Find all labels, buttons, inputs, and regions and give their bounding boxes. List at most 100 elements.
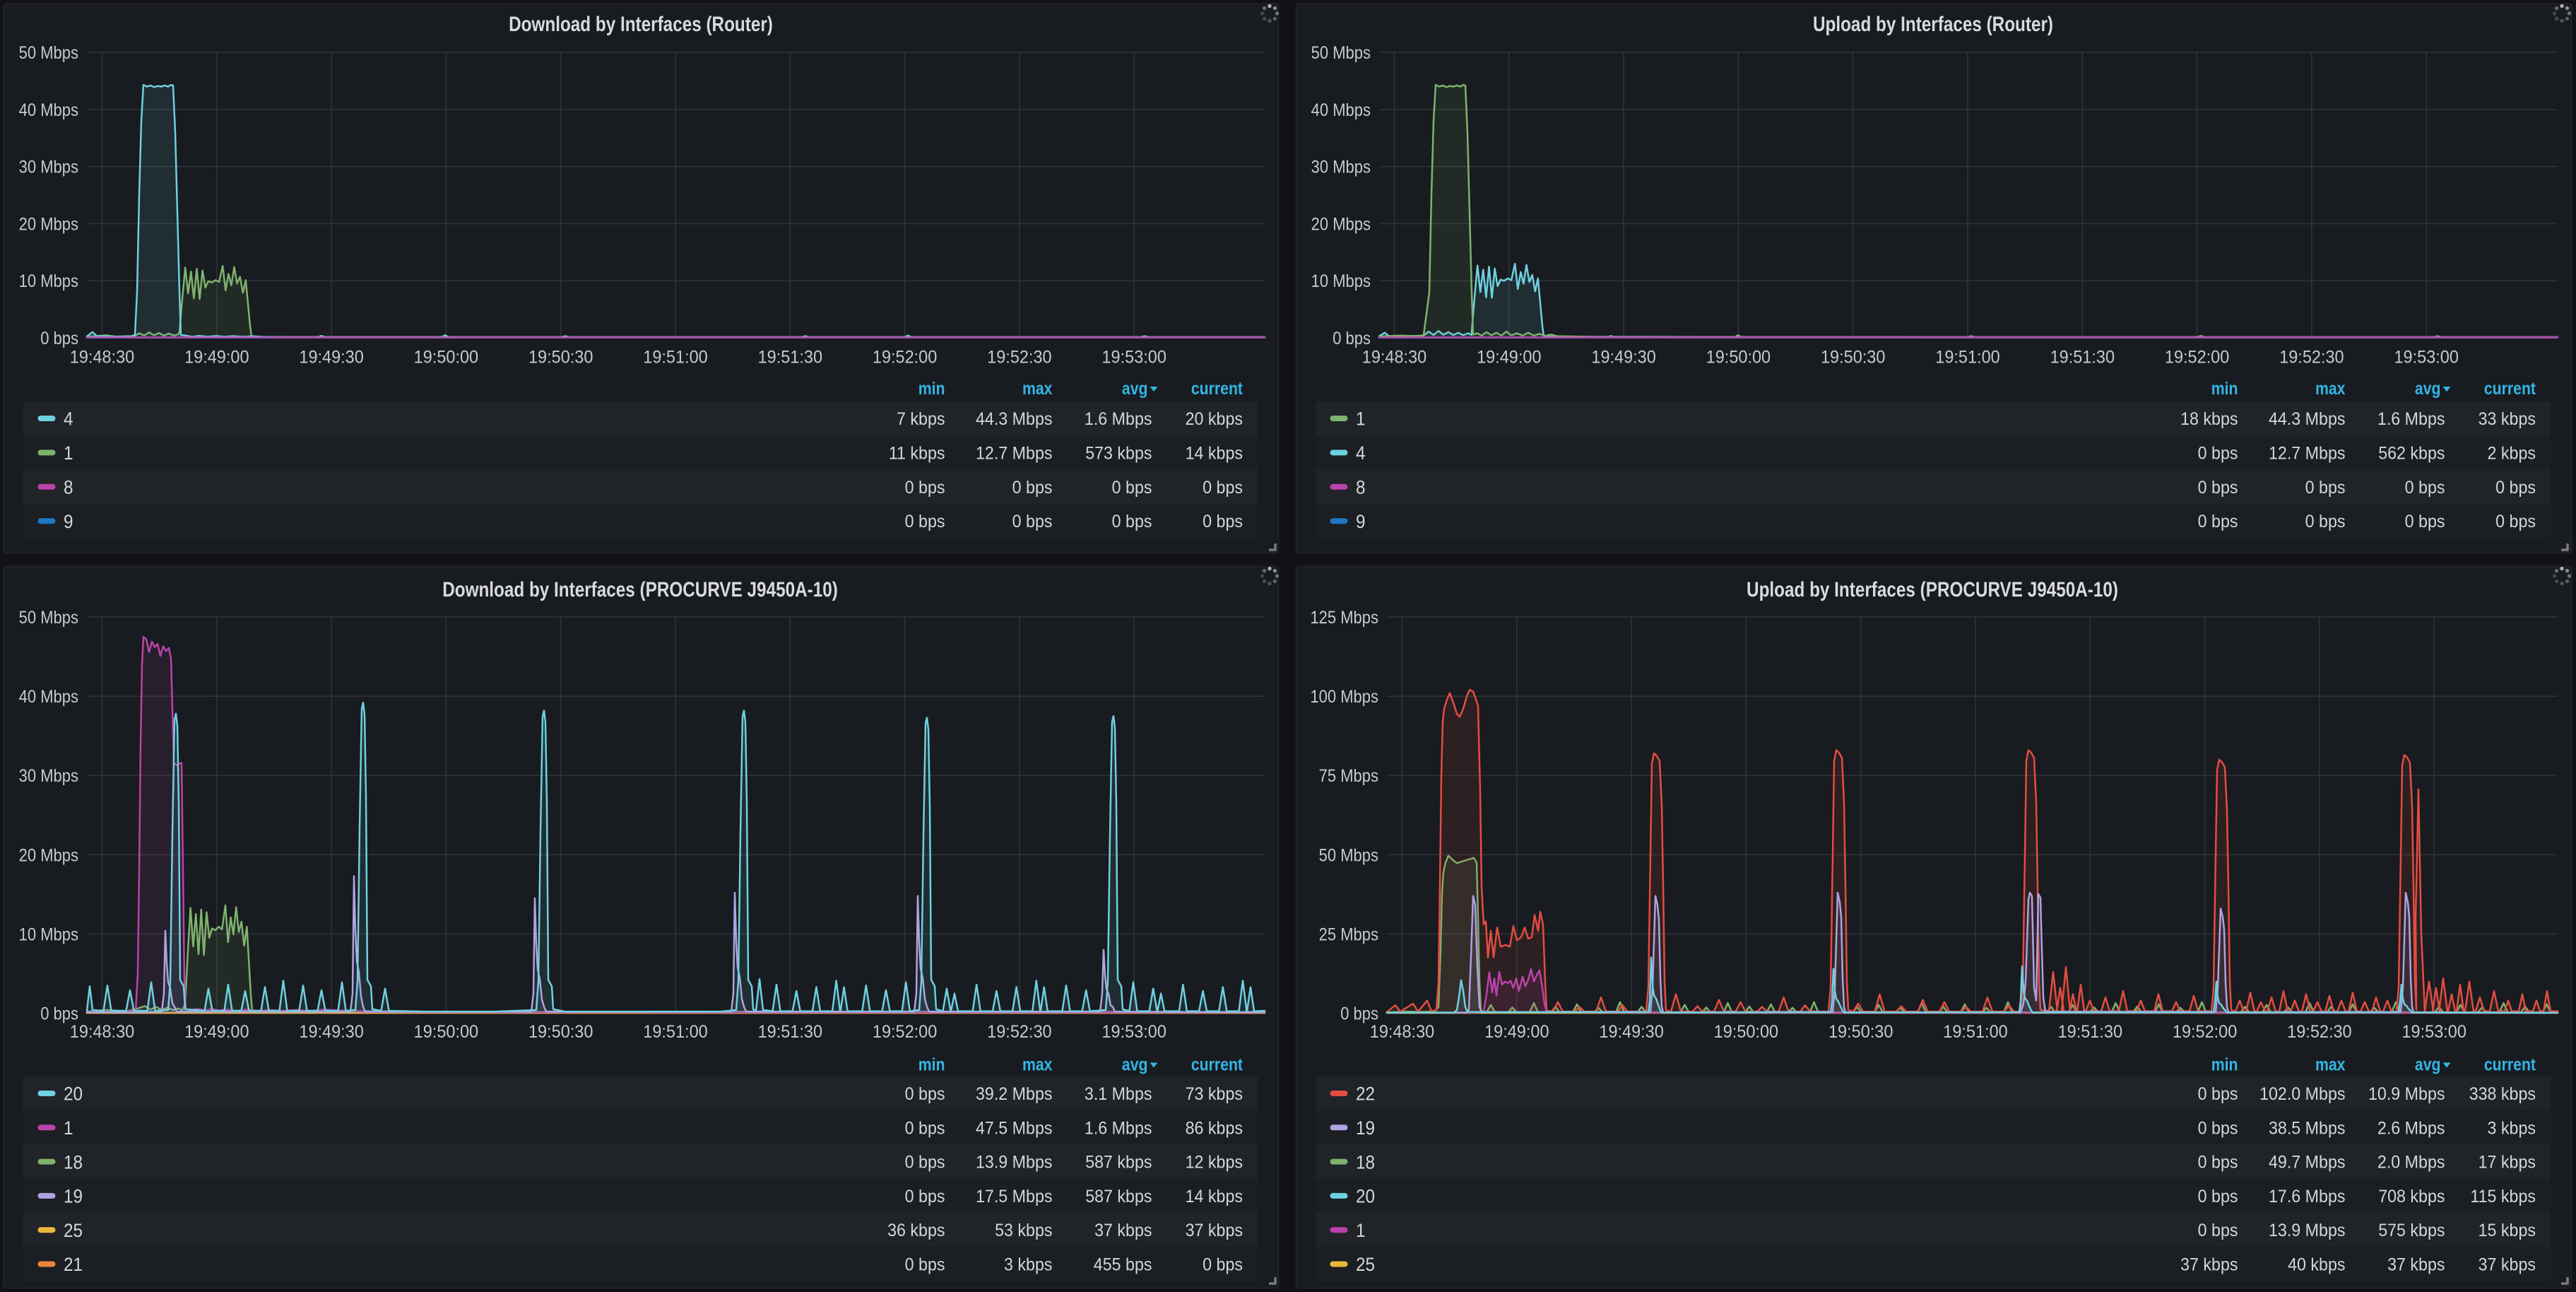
svg-text:19:51:30: 19:51:30: [2050, 348, 2115, 368]
svg-text:Download by Interfaces (PROCUR: Download by Interfaces (PROCURVE J9450A-…: [442, 577, 838, 601]
svg-text:50 Mbps: 50 Mbps: [1311, 43, 1371, 63]
svg-text:0 bps: 0 bps: [905, 1119, 945, 1139]
svg-text:19:52:00: 19:52:00: [2173, 1022, 2237, 1042]
svg-text:1.6 Mbps: 1.6 Mbps: [1085, 1119, 1152, 1139]
svg-text:100 Mbps: 100 Mbps: [1310, 687, 1378, 707]
svg-text:max: max: [2315, 378, 2346, 398]
svg-text:20: 20: [64, 1084, 83, 1105]
svg-text:current: current: [2484, 1055, 2536, 1074]
svg-text:38.5 Mbps: 38.5 Mbps: [2269, 1119, 2345, 1139]
svg-text:12.7 Mbps: 12.7 Mbps: [2269, 444, 2345, 464]
svg-text:20: 20: [1356, 1186, 1375, 1206]
svg-text:1: 1: [64, 443, 73, 464]
svg-text:avg: avg: [2415, 1055, 2441, 1074]
svg-text:Upload by Interfaces (Router): Upload by Interfaces (Router): [1813, 11, 2053, 35]
svg-text:19:52:00: 19:52:00: [873, 1022, 937, 1042]
svg-text:73 kbps: 73 kbps: [1186, 1084, 1243, 1104]
svg-text:0 bps: 0 bps: [2305, 512, 2346, 532]
svg-text:75 Mbps: 75 Mbps: [1319, 766, 1378, 786]
svg-text:1.6 Mbps: 1.6 Mbps: [2377, 409, 2445, 429]
svg-text:49.7 Mbps: 49.7 Mbps: [2269, 1153, 2345, 1173]
svg-text:13.9 Mbps: 13.9 Mbps: [2269, 1221, 2345, 1240]
svg-text:18: 18: [1356, 1152, 1375, 1173]
svg-text:max: max: [1022, 1055, 1053, 1074]
svg-text:19:50:30: 19:50:30: [1821, 348, 1885, 368]
svg-text:19:49:30: 19:49:30: [299, 1022, 363, 1042]
svg-text:33 kbps: 33 kbps: [2478, 409, 2536, 429]
svg-text:0 bps: 0 bps: [2305, 478, 2346, 498]
svg-text:19: 19: [64, 1186, 83, 1206]
svg-text:0 bps: 0 bps: [905, 512, 945, 532]
svg-text:0 bps: 0 bps: [2198, 1153, 2238, 1173]
svg-text:19:52:00: 19:52:00: [2165, 348, 2229, 368]
svg-text:19:51:30: 19:51:30: [2058, 1022, 2122, 1042]
svg-text:10 Mbps: 10 Mbps: [19, 924, 78, 944]
svg-text:min: min: [918, 1055, 945, 1074]
svg-text:47.5 Mbps: 47.5 Mbps: [976, 1119, 1052, 1139]
svg-text:19:49:00: 19:49:00: [1484, 1022, 1549, 1042]
svg-text:587 kbps: 587 kbps: [1085, 1153, 1152, 1173]
svg-text:19:50:00: 19:50:00: [414, 348, 478, 368]
svg-text:37 kbps: 37 kbps: [1186, 1221, 1243, 1240]
svg-text:36 kbps: 36 kbps: [887, 1221, 945, 1240]
svg-text:0 bps: 0 bps: [905, 1255, 945, 1275]
svg-text:20 kbps: 20 kbps: [1186, 409, 1243, 429]
svg-text:125 Mbps: 125 Mbps: [1310, 608, 1378, 628]
svg-text:44.3 Mbps: 44.3 Mbps: [2269, 409, 2345, 429]
svg-text:19:53:00: 19:53:00: [2394, 348, 2458, 368]
svg-text:19:52:30: 19:52:30: [987, 348, 1051, 368]
svg-text:19:49:30: 19:49:30: [1599, 1022, 1663, 1042]
svg-text:20 Mbps: 20 Mbps: [19, 214, 78, 234]
svg-text:2.6 Mbps: 2.6 Mbps: [2377, 1119, 2445, 1139]
svg-text:19:51:30: 19:51:30: [758, 348, 822, 368]
svg-text:current: current: [1191, 378, 1243, 398]
svg-text:10 Mbps: 10 Mbps: [1311, 271, 1371, 291]
svg-text:1: 1: [1356, 1221, 1366, 1241]
svg-text:0 bps: 0 bps: [1012, 478, 1053, 498]
svg-text:11 kbps: 11 kbps: [889, 444, 945, 464]
svg-text:25 Mbps: 25 Mbps: [1319, 924, 1378, 944]
svg-text:min: min: [918, 378, 945, 398]
svg-text:0 bps: 0 bps: [1112, 478, 1152, 498]
svg-text:2.0 Mbps: 2.0 Mbps: [2377, 1153, 2445, 1173]
svg-text:1.6 Mbps: 1.6 Mbps: [1085, 409, 1152, 429]
svg-text:30 Mbps: 30 Mbps: [19, 157, 78, 177]
svg-text:0 bps: 0 bps: [2198, 1119, 2238, 1139]
svg-text:17 kbps: 17 kbps: [2478, 1153, 2536, 1173]
svg-text:19:48:30: 19:48:30: [70, 348, 134, 368]
svg-text:Upload by Interfaces (PROCURVE: Upload by Interfaces (PROCURVE J9450A-10…: [1747, 577, 2118, 601]
svg-text:19:50:30: 19:50:30: [528, 348, 593, 368]
svg-text:19:51:00: 19:51:00: [1935, 348, 1999, 368]
svg-text:19:51:00: 19:51:00: [1943, 1022, 2007, 1042]
svg-text:3 kbps: 3 kbps: [2488, 1119, 2536, 1139]
svg-text:1: 1: [64, 1118, 73, 1139]
svg-text:708 kbps: 708 kbps: [2378, 1187, 2445, 1206]
svg-text:115 kbps: 115 kbps: [2470, 1187, 2536, 1206]
svg-text:8: 8: [1356, 477, 1366, 498]
svg-text:1: 1: [1356, 409, 1366, 430]
svg-text:19:53:00: 19:53:00: [2401, 1022, 2466, 1042]
svg-text:0 bps: 0 bps: [1112, 512, 1152, 532]
svg-text:19:49:00: 19:49:00: [184, 1022, 249, 1042]
svg-text:562 kbps: 562 kbps: [2378, 444, 2445, 464]
svg-text:12.7 Mbps: 12.7 Mbps: [976, 444, 1052, 464]
svg-text:19:50:00: 19:50:00: [414, 1022, 478, 1042]
svg-text:19:50:00: 19:50:00: [1714, 1022, 1778, 1042]
svg-text:86 kbps: 86 kbps: [1186, 1119, 1243, 1139]
svg-text:19:50:30: 19:50:30: [1828, 1022, 1893, 1042]
svg-text:40 Mbps: 40 Mbps: [19, 100, 78, 120]
svg-text:0 bps: 0 bps: [1203, 1255, 1243, 1275]
svg-text:37 kbps: 37 kbps: [2180, 1255, 2238, 1275]
svg-text:0 bps: 0 bps: [40, 329, 78, 348]
svg-text:0 bps: 0 bps: [905, 1084, 945, 1104]
svg-text:avg: avg: [2415, 378, 2441, 398]
svg-text:10 Mbps: 10 Mbps: [19, 271, 78, 291]
svg-text:19:48:30: 19:48:30: [70, 1022, 134, 1042]
svg-text:40 kbps: 40 kbps: [2288, 1255, 2345, 1275]
svg-text:19:53:00: 19:53:00: [1101, 348, 1166, 368]
svg-text:0 bps: 0 bps: [905, 1153, 945, 1173]
svg-text:0 bps: 0 bps: [2198, 1221, 2238, 1240]
svg-text:12 kbps: 12 kbps: [1186, 1153, 1243, 1173]
svg-text:2 kbps: 2 kbps: [2488, 444, 2536, 464]
svg-text:455 bps: 455 bps: [1094, 1255, 1152, 1275]
